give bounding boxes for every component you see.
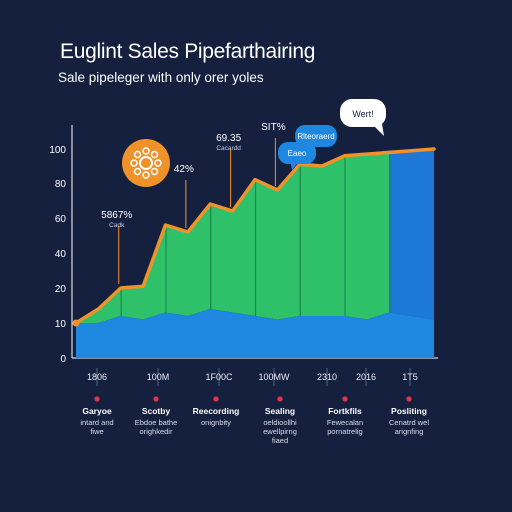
stage-marker	[406, 396, 412, 402]
annotation-label: 69.35	[216, 133, 241, 144]
chart-subtitle: Sale pipeleger with only orer yoles	[58, 70, 264, 85]
gear-icon-tooth	[150, 150, 159, 159]
y-tick-label: 80	[55, 179, 67, 190]
stage-marker	[277, 396, 283, 402]
gear-icon-tooth	[133, 167, 142, 176]
annotation-sublabel: Cadk	[109, 222, 125, 229]
y-tick-label: 40	[55, 249, 67, 260]
stage-description: fiwe	[90, 427, 103, 436]
stage-title: Garyoe	[82, 406, 112, 416]
stage-description: Fewecalan	[327, 418, 363, 427]
gear-icon-tooth	[150, 167, 159, 176]
stage-description: oeldioollhi	[263, 418, 297, 427]
speech-bubble-blue	[295, 125, 337, 147]
stage-title: Posliting	[391, 406, 427, 416]
gear-icon-tooth	[142, 147, 150, 155]
stage-description: intard and	[80, 418, 113, 427]
gear-icon-tooth	[130, 159, 138, 167]
x-tick-label: 100MW	[258, 372, 290, 382]
annotation-label: 5867%	[101, 210, 132, 221]
y-tick-label: 10	[55, 319, 67, 330]
stage-title: Reecording	[193, 406, 240, 416]
area-segment	[389, 149, 434, 320]
stage-description: Cenatrd wel	[389, 418, 429, 427]
stage-title: Fortkfils	[328, 406, 362, 416]
speech-bubble-text: Rlteoraerd	[297, 132, 334, 141]
y-tick-label: 0	[60, 354, 66, 365]
stage-description: pornatrelig	[327, 427, 362, 436]
stage-description: fiaed	[272, 436, 288, 445]
stage-marker	[342, 396, 348, 402]
area-segment	[344, 152, 390, 320]
stage-title: Scotby	[142, 406, 171, 416]
speech-bubble-blue	[278, 142, 316, 164]
annotation-label: 42%	[174, 164, 194, 175]
speech-bubble-light	[340, 99, 386, 127]
x-tick-label: 2310	[317, 372, 337, 382]
y-tick-label: 100	[49, 145, 66, 156]
lower-area	[76, 309, 434, 358]
speech-bubble-text: Wert!	[352, 109, 373, 119]
speech-bubble-tail	[372, 124, 384, 136]
gear-icon-hub	[139, 156, 153, 170]
x-tick-label: 100M	[147, 372, 170, 382]
annotation-label: SIT%	[261, 122, 286, 133]
stage-marker	[94, 396, 100, 402]
gear-icon	[122, 139, 170, 187]
x-tick-label: 2016	[356, 372, 376, 382]
gear-icon-tooth	[154, 159, 162, 167]
gear-icon-tooth	[142, 171, 150, 179]
x-tick-label: 1806	[87, 372, 107, 382]
area-segment	[299, 155, 345, 316]
speech-bubble-text: Eaeo	[288, 149, 307, 158]
area-segment	[255, 164, 300, 320]
data-point	[72, 319, 80, 327]
y-tick-label: 60	[55, 214, 67, 225]
stage-description: orighkedir	[140, 427, 173, 436]
stage-marker	[213, 396, 219, 402]
stage-description: ewellpirng	[263, 427, 297, 436]
stage-description: Ebdoe bathe	[135, 418, 178, 427]
speech-bubble-tail	[290, 160, 300, 170]
stage-description: onignbity	[201, 418, 231, 427]
stage-description: arignfing	[395, 427, 424, 436]
area-segment	[120, 225, 166, 320]
series-line	[74, 147, 436, 325]
y-tick-label: 20	[55, 284, 67, 295]
gear-icon-tooth	[133, 150, 142, 159]
stage-marker	[153, 396, 159, 402]
x-tick-label: 1T5	[402, 372, 418, 382]
annotation-sublabel: Cacardd	[216, 145, 241, 152]
x-tick-label: 1F00C	[205, 372, 233, 382]
chart-title: Euglint Sales Pipefarthairing	[60, 40, 316, 63]
stage-title: Sealing	[265, 406, 295, 416]
area-segment	[165, 204, 211, 316]
area-segment	[210, 179, 255, 316]
area-segment	[76, 288, 121, 323]
